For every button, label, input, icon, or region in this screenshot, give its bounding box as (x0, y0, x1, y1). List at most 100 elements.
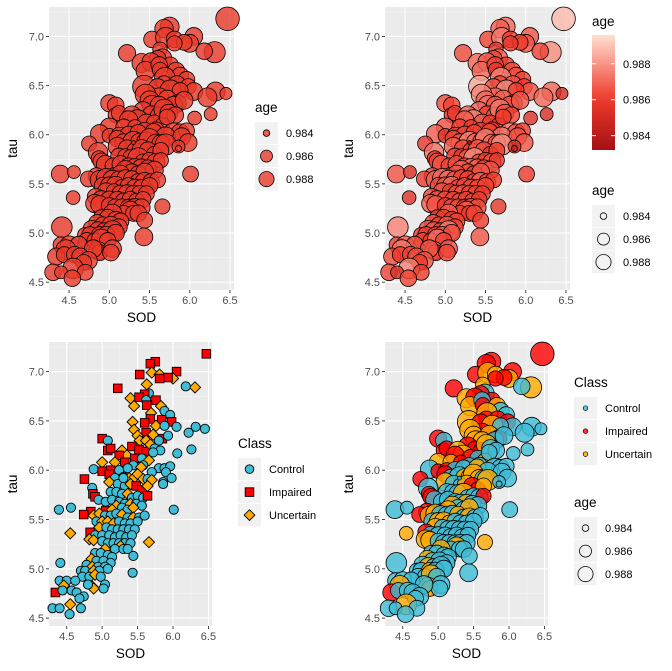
legend-size-key (579, 544, 592, 558)
x-tick-label: 5.5 (142, 295, 157, 307)
point-control (127, 567, 138, 578)
data-point (523, 110, 538, 126)
point-impaired (163, 372, 173, 383)
legend-label: Control (605, 403, 640, 415)
data-point (403, 165, 417, 179)
y-tick-label: 5.0 (29, 564, 44, 576)
x-tick-label: 6.5 (558, 295, 573, 307)
y-tick-label: 6.0 (365, 130, 380, 142)
data-points (379, 341, 555, 623)
legend-label: 0.986 (605, 546, 633, 558)
point-control (180, 381, 191, 392)
legend-size: age 0.984 0.986 0.988 (574, 495, 633, 586)
data-point (400, 500, 414, 515)
y-tick-label: 6.5 (29, 416, 44, 428)
data-points (380, 6, 576, 287)
legend-size-key (577, 566, 594, 583)
data-point (457, 475, 462, 481)
point-impaired (79, 474, 90, 484)
x-tick-label: 4.5 (397, 295, 412, 307)
colorbar-label: 0.988 (623, 59, 651, 71)
data-point (438, 243, 456, 262)
colorbar (592, 35, 615, 150)
x-tick-label: 5.5 (130, 631, 145, 643)
point-control (65, 502, 77, 513)
legend-size-key (599, 212, 608, 220)
legend-size-key (260, 149, 273, 163)
x-tick-label: 6.0 (165, 631, 180, 643)
point-control (55, 557, 66, 568)
x-axis-title: SOD (127, 310, 157, 325)
y-axis-title: tau (5, 139, 20, 158)
point-impaired (142, 491, 153, 501)
data-point (134, 227, 154, 247)
legend-size: age 0.984 0.986 0.988 (592, 183, 651, 274)
legend-label: 0.988 (623, 257, 651, 269)
point-control (139, 510, 150, 521)
data-point (444, 379, 463, 398)
axes: 4.5 5.0 5.5 6.0 6.5 4.5 5.0 5.5 6.0 6.5 7.0 SOD tau (5, 367, 216, 661)
legend-colorbar: age 0.988 0.986 0.984 (592, 14, 651, 150)
data-point (398, 526, 414, 541)
data-point (502, 35, 519, 52)
data-point (459, 563, 478, 583)
point-control (88, 464, 99, 475)
data-point (386, 164, 406, 184)
data-point (539, 107, 554, 121)
data-point (203, 107, 218, 121)
data-points (44, 6, 240, 287)
data-point (470, 227, 490, 247)
legend-size-key (581, 524, 590, 532)
data-point (67, 165, 81, 179)
legend-label: 0.984 (286, 128, 314, 140)
y-tick-label: 7.0 (365, 367, 380, 379)
point-impaired (78, 509, 89, 520)
x-tick-label: 6.0 (182, 295, 197, 307)
point-control (54, 603, 65, 614)
point-control (70, 575, 81, 586)
data-point (175, 145, 182, 152)
data-point (506, 446, 521, 461)
x-tick-label: 5.0 (95, 631, 110, 643)
data-point (551, 6, 576, 31)
point-control (183, 427, 194, 438)
x-tick-label: 4.5 (61, 295, 76, 307)
legend-label: Impaired (605, 426, 648, 438)
data-points (47, 349, 212, 620)
legend-fill-key (582, 428, 589, 434)
point-control (186, 444, 197, 455)
point-impaired (105, 443, 116, 454)
legend-label: 0.984 (623, 211, 651, 223)
scatter-panel-bottom-left: 4.5 5.0 5.5 6.0 6.5 4.5 5.0 5.5 6.0 6.5 7.0 SOD tau C… (5, 342, 316, 661)
legend-title: age (592, 14, 615, 29)
point-control (82, 579, 94, 590)
point-impaired (145, 358, 156, 369)
x-tick-label: 4.5 (395, 631, 410, 643)
legend-key-bg (592, 228, 615, 251)
data-point (65, 190, 81, 205)
data-point (154, 198, 171, 215)
y-tick-label: 6.0 (29, 130, 44, 142)
data-point (385, 552, 408, 574)
scatter-panel-top-right: 4.5 5.0 5.5 6.0 6.5 4.5 5.0 5.5 6.0 6.5 7.0 SOD tau a… (341, 6, 651, 325)
y-tick-label: 5.0 (365, 564, 380, 576)
axes: 4.5 5.0 5.5 6.0 6.5 4.5 5.0 5.5 6.0 6.5 7.0 SOD tau (341, 367, 552, 661)
x-tick-label: 5.0 (431, 631, 446, 643)
data-point (63, 269, 82, 287)
point-uncertain (87, 533, 100, 547)
x-axis-title: SOD (463, 310, 493, 325)
data-point (174, 91, 194, 110)
data-point (401, 190, 417, 205)
y-tick-label: 6.0 (29, 465, 44, 477)
y-tick-label: 5.0 (365, 228, 380, 240)
data-point (501, 501, 519, 518)
point-control (98, 583, 109, 594)
scatter-panel-top-left: 4.5 5.0 5.5 6.0 6.5 4.5 5.0 5.5 6.0 6.5 7.0 SOD tau a… (5, 6, 314, 325)
y-tick-label: 7.0 (29, 367, 44, 379)
legend-size-key (258, 171, 275, 188)
x-tick-label: 6.5 (222, 295, 237, 307)
legend-label: 0.988 (605, 569, 633, 581)
data-point (487, 370, 504, 387)
legend-label: 0.986 (286, 151, 314, 163)
data-point (531, 42, 549, 60)
